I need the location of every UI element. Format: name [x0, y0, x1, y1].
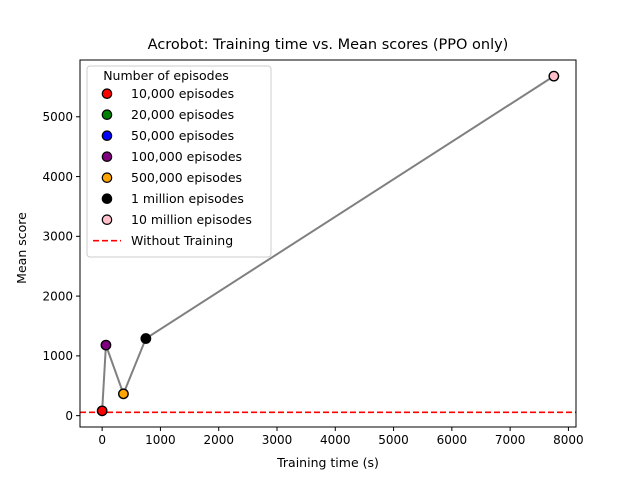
- legend-marker: [101, 214, 113, 225]
- y-tick-label: 1000: [42, 349, 73, 363]
- legend-label: 1 million episodes: [131, 191, 244, 206]
- legend-label: 500,000 episodes: [131, 170, 242, 185]
- x-tick-label: 1000: [145, 433, 176, 447]
- axes-frame: [79, 59, 577, 428]
- x-axis-label: Training time (s): [276, 455, 379, 470]
- plot-area: 0 1000 2000 3000 4000 5000 6000 7000 8000 0 1000 20…: [42, 59, 584, 447]
- legend-marker: [101, 151, 113, 162]
- y-tick-label: 5000: [42, 110, 73, 124]
- x-tick-label: 8000: [553, 433, 584, 447]
- data-point: [100, 339, 112, 351]
- data-point: [96, 405, 108, 417]
- data-point: [140, 333, 152, 344]
- legend: Number of episodes 10,000 episodes 20,000 …: [86, 65, 272, 258]
- legend-label: 10 million episodes: [131, 212, 252, 227]
- x-tick-label: 3000: [262, 433, 293, 447]
- y-axis-label: Mean score: [14, 212, 29, 284]
- data-point: [118, 388, 129, 400]
- y-tick-label: 3000: [42, 230, 73, 244]
- x-tick-label: 6000: [437, 433, 468, 447]
- legend-label: Without Training: [131, 233, 233, 248]
- x-tick-label: 5000: [378, 433, 409, 447]
- legend-marker: [101, 193, 113, 204]
- legend-box: [86, 65, 272, 258]
- legend-title: Number of episodes: [103, 68, 229, 83]
- legend-marker: [101, 109, 113, 120]
- legend-label: 20,000 episodes: [131, 107, 234, 122]
- chart-title: Acrobot: Training time vs. Mean scores (…: [148, 37, 509, 53]
- x-tick-label: 7000: [495, 433, 526, 447]
- x-tick-label: 4000: [320, 433, 351, 447]
- legend-label: 10,000 episodes: [131, 86, 234, 101]
- x-tick-label: 2000: [203, 433, 234, 447]
- legend-label: 50,000 episodes: [131, 128, 234, 143]
- legend-marker: [101, 88, 113, 99]
- x-tick-label: 0: [98, 433, 106, 447]
- legend-marker: [101, 130, 113, 141]
- y-tick-label: 2000: [42, 289, 73, 303]
- y-tick-label: 0: [65, 409, 73, 423]
- y-tick-label: 4000: [42, 170, 73, 184]
- data-point: [548, 70, 560, 82]
- legend-label: 100,000 episodes: [131, 149, 242, 164]
- legend-marker: [101, 172, 113, 183]
